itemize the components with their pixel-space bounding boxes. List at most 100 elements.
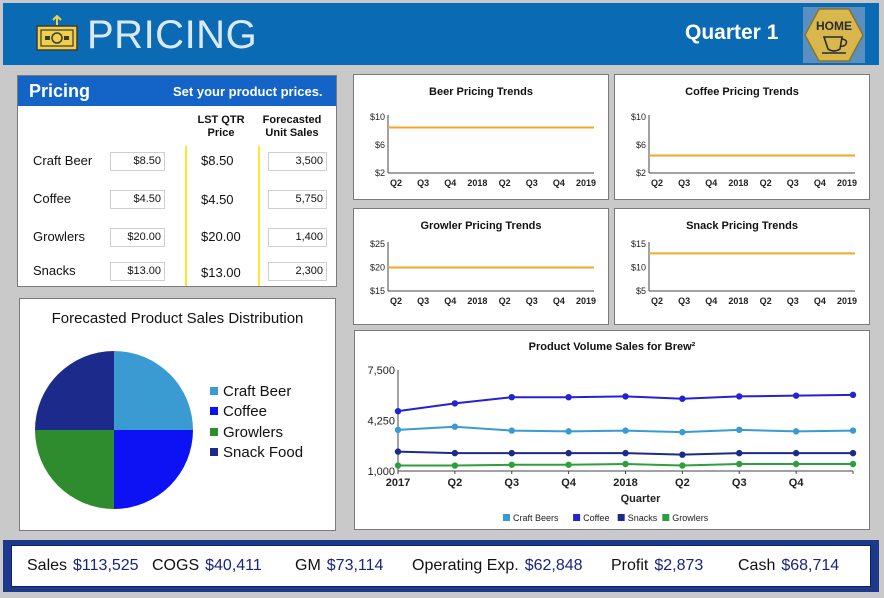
data-point: [849, 391, 857, 399]
x-tick-label: Q4: [789, 477, 805, 489]
summary-value: $73,114: [326, 557, 384, 574]
summary-label: Cash: [738, 557, 776, 574]
y-tick-label: $2: [636, 168, 646, 178]
price-input-growlers[interactable]: $20.00: [110, 228, 165, 247]
trend-title: Coffee Pricing Trends: [685, 86, 799, 98]
trend-title: Beer Pricing Trends: [429, 86, 533, 98]
units-field-growlers: 1,400: [268, 228, 327, 247]
summary-operating-exp: Operating Exp. $62,848: [412, 557, 583, 575]
data-point: [508, 461, 515, 468]
divider-line: [185, 146, 187, 286]
y-tick-label: $15: [631, 239, 646, 249]
y-tick-label: $10: [631, 263, 646, 273]
units-field-snacks: 2,300: [268, 262, 327, 281]
summary-value: $2,873: [654, 557, 704, 574]
x-axis-label: Quarter: [621, 493, 661, 505]
price-input-coffee[interactable]: $4.50: [110, 190, 165, 209]
legend-item-coffee: Coffee: [210, 403, 267, 420]
row-label-craft-beer: Craft Beer: [33, 153, 93, 168]
quarter-label: Quarter 1: [685, 21, 779, 44]
legend-label: Snacks: [628, 513, 658, 523]
data-point: [679, 428, 686, 436]
pricing-title: Pricing: [29, 81, 91, 101]
y-tick-label: 4,250: [367, 416, 395, 428]
row-label-growlers: Growlers: [33, 229, 86, 244]
data-point: [736, 426, 743, 434]
data-point: [792, 449, 800, 457]
price-input-snacks[interactable]: $13.00: [110, 262, 165, 281]
last-price-snacks: $13.00: [201, 265, 241, 280]
data-point: [736, 460, 743, 468]
pricing-subtitle: Set your product prices.: [173, 84, 323, 99]
legend-label: Growlers: [672, 513, 709, 523]
x-tick-label: Q3: [678, 296, 690, 306]
x-tick-label: Q2: [390, 296, 402, 306]
data-point: [622, 460, 629, 468]
y-tick-label: $25: [370, 239, 385, 249]
x-tick-label: Q3: [526, 178, 538, 188]
x-tick-label: Q3: [417, 178, 429, 188]
x-tick-label: 2018: [613, 477, 637, 489]
legend-label: Coffee: [583, 513, 609, 523]
pricing-panel-header: Pricing Set your product prices.: [18, 76, 336, 106]
summary-value: $68,714: [781, 557, 840, 574]
x-tick-label: Q4: [814, 296, 826, 306]
data-point: [565, 428, 572, 435]
x-tick-label: 2018: [467, 178, 487, 188]
coffee-cup-icon: HOME: [804, 8, 864, 62]
x-tick-label: 2017: [386, 477, 410, 489]
units-field-coffee: 5,750: [268, 190, 327, 209]
pie-chart-title: Forecasted Product Sales Distribution: [51, 310, 304, 327]
snack-trend-chart: $15 $10 $5 Q2 Q3 Q4 2018 Q2 Q3 Q4 2019: [631, 239, 857, 306]
summary-label: Profit: [611, 557, 649, 574]
data-point: [394, 448, 402, 455]
x-tick-label: 2019: [576, 296, 596, 306]
legend-swatch: [573, 514, 581, 521]
y-tick-label: 1,000: [367, 466, 395, 478]
price-input-craft-beer[interactable]: $8.50: [110, 152, 165, 171]
trend-title: Growler Pricing Trends: [420, 220, 542, 232]
financial-summary-box: Sales $113,525 COGS $40,411 GM $73,114 Oper…: [11, 545, 871, 587]
summary-sales: Sales $113,525: [27, 557, 139, 575]
units-field-craft-beer: 3,500: [268, 152, 327, 171]
x-tick-label: Q2: [760, 178, 772, 188]
data-point: [394, 426, 402, 434]
data-point: [792, 392, 800, 399]
y-tick-label: $10: [370, 112, 385, 122]
growler-trend-panel: Growler Pricing Trends $25 $20 $15 Q2 Q3 Q4 20…: [353, 208, 609, 325]
data-point: [849, 449, 857, 457]
sales-distribution-panel: Forecasted Product Sales Distribution Cr…: [19, 298, 336, 531]
volume-chart-title: Product Volume Sales for Brew²: [528, 341, 696, 353]
beer-trend-chart: $10 $6 $2 Q2 Q3 Q4 2018 Q2 Q3 Q4 2019: [370, 112, 596, 188]
coffee-trend-chart: $10 $6 $2 Q2 Q3 Q4 2018 Q2 Q3 Q4 2019: [631, 112, 857, 188]
x-tick-label: 2018: [467, 296, 487, 306]
x-tick-label: 2018: [728, 178, 748, 188]
summary-label: Sales: [27, 557, 68, 574]
data-point: [792, 460, 800, 468]
summary-label: COGS: [152, 557, 200, 574]
home-button[interactable]: HOME: [803, 7, 865, 63]
x-tick-label: Q2: [651, 178, 663, 188]
x-tick-label: Q3: [678, 178, 690, 188]
summary-label: Operating Exp.: [412, 557, 519, 574]
home-label: HOME: [816, 19, 852, 33]
data-point: [679, 451, 686, 458]
x-tick-label: 2018: [728, 296, 748, 306]
legend-label: Snack Food: [223, 444, 304, 461]
data-point: [849, 460, 857, 468]
financial-summary-bar: Sales $113,525 COGS $40,411 GM $73,114 Oper…: [3, 540, 879, 592]
x-tick-label: Q3: [526, 296, 538, 306]
row-label-coffee: Coffee: [33, 191, 72, 206]
x-tick-label: Q2: [448, 477, 463, 489]
pie-slice: [35, 430, 114, 509]
pie-chart: [35, 351, 193, 509]
x-tick-label: Q3: [504, 477, 519, 489]
x-tick-label: Q3: [417, 296, 429, 306]
x-tick-label: Q4: [444, 178, 456, 188]
y-tick-label: $10: [631, 112, 646, 122]
last-price-coffee: $4.50: [201, 192, 234, 207]
legend-item-snack-food: Snack Food: [210, 444, 303, 461]
x-tick-label: Q2: [499, 178, 511, 188]
x-tick-label: Q4: [444, 296, 456, 306]
